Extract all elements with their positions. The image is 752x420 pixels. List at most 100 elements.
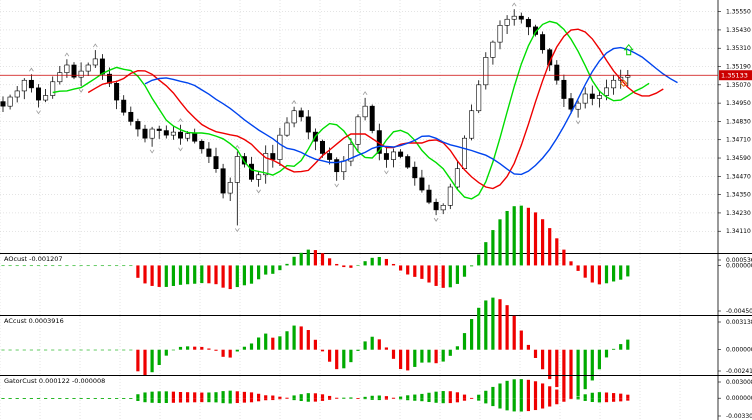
histogram-bar (278, 398, 282, 400)
histogram-bar (129, 265, 133, 267)
histogram-bar (349, 397, 353, 399)
bear-candle (35, 87, 41, 101)
histogram-bar (377, 395, 381, 399)
bull-candle (469, 110, 475, 139)
pane-separator[interactable] (0, 315, 752, 316)
histogram-bar (29, 398, 33, 399)
histogram-bar (58, 398, 62, 399)
histogram-bar (498, 219, 502, 266)
histogram-bar (626, 339, 630, 350)
bear-candle (142, 128, 148, 139)
histogram-bar (292, 256, 296, 266)
histogram-bar (100, 398, 104, 399)
bear-candle (554, 64, 560, 81)
histogram-bar (214, 392, 218, 399)
histogram-bar (434, 391, 438, 399)
y-axis-tick-label: 1.35190 (726, 64, 751, 71)
histogram-bar (136, 394, 140, 399)
bull-candle (341, 160, 347, 173)
fractal-up-marker (64, 52, 70, 57)
histogram-bar (299, 326, 303, 350)
histogram-bar (136, 265, 140, 278)
histogram-bar (285, 397, 289, 399)
histogram-bar (512, 379, 516, 399)
gator-pane[interactable]: 0.003008 0.000000 -0.003306 GatorCust 0.00… (0, 376, 752, 420)
histogram-bar (597, 265, 601, 285)
histogram-bar (349, 398, 353, 399)
bull-candle (263, 153, 269, 176)
histogram-bar (455, 346, 459, 350)
histogram-bar (164, 265, 168, 287)
fractal-up-marker (291, 100, 297, 104)
histogram-bar (619, 344, 623, 350)
bull-candle (476, 84, 482, 112)
histogram-bar (193, 265, 197, 284)
histogram-bar (356, 398, 360, 399)
pane-separator[interactable] (0, 375, 752, 376)
histogram-bar (164, 398, 168, 404)
fractal-down-marker (149, 149, 155, 154)
histogram-bar (320, 253, 325, 266)
bear-candle (28, 79, 34, 89)
bull-candle (454, 168, 460, 188)
histogram-bar (29, 265, 33, 267)
histogram-bar (178, 265, 183, 285)
histogram-bar (65, 398, 69, 399)
histogram-bar (470, 265, 474, 267)
bull-candle (291, 110, 297, 124)
histogram-bar (313, 398, 317, 402)
histogram-bar (150, 391, 154, 399)
histogram-bar (328, 258, 332, 266)
histogram-bar (278, 336, 282, 350)
fractal-up-marker (234, 144, 240, 149)
histogram-bar (22, 398, 26, 399)
bear-candle (540, 34, 546, 51)
histogram-bar (100, 349, 104, 351)
ac-pane[interactable]: 0.0031382 0.000000 -0.0024114 ACcust 0.000… (0, 297, 752, 398)
histogram-bar (235, 349, 239, 352)
histogram-bar (491, 230, 495, 266)
histogram-bar (115, 349, 119, 351)
ao-label: AOcust -0.001207 (4, 255, 63, 263)
y-axis-tick-label: 0.000536 (726, 257, 752, 264)
fractal-up-marker (511, 2, 517, 7)
histogram-bar (590, 392, 594, 399)
histogram-bar (306, 393, 310, 399)
histogram-bar (65, 265, 69, 267)
histogram-bar (292, 395, 296, 399)
pane-separator[interactable] (0, 253, 752, 254)
fractal-up-marker (92, 43, 98, 48)
bear-candle (433, 201, 439, 211)
bull-candle (511, 15, 517, 20)
histogram-bar (264, 398, 268, 401)
histogram-bar (356, 349, 360, 351)
histogram-bar (93, 349, 97, 351)
main-price-pane[interactable]: 1.35550 1.35430 1.35310 1.35190 1.35070 1.349… (0, 0, 752, 253)
ac-histogram: 0.0031382 0.000000 -0.0024114 (0, 297, 752, 398)
histogram-bar (590, 265, 594, 283)
histogram-bar (228, 390, 232, 399)
histogram-bar (299, 394, 303, 399)
histogram-bar (22, 265, 26, 267)
histogram-bar (320, 349, 325, 352)
histogram-bar (171, 391, 175, 399)
bull-candle (355, 116, 361, 145)
histogram-bar (526, 344, 530, 350)
bull-candle (43, 95, 49, 101)
histogram-bar (384, 396, 388, 399)
histogram-bar (533, 381, 538, 399)
histogram-bar (1, 265, 5, 267)
histogram-bar (370, 398, 374, 400)
bull-candle (483, 57, 489, 86)
histogram-bar (58, 349, 62, 351)
y-axis-tick-label: 1.35070 (726, 82, 751, 89)
histogram-bar (555, 389, 559, 399)
histogram-bar (406, 395, 410, 399)
histogram-bar (257, 398, 261, 402)
histogram-bar (257, 337, 261, 350)
histogram-bar (15, 265, 19, 267)
y-axis-tick-label: 1.35310 (726, 45, 751, 52)
histogram-bar (178, 392, 183, 399)
histogram-bar (604, 398, 609, 403)
